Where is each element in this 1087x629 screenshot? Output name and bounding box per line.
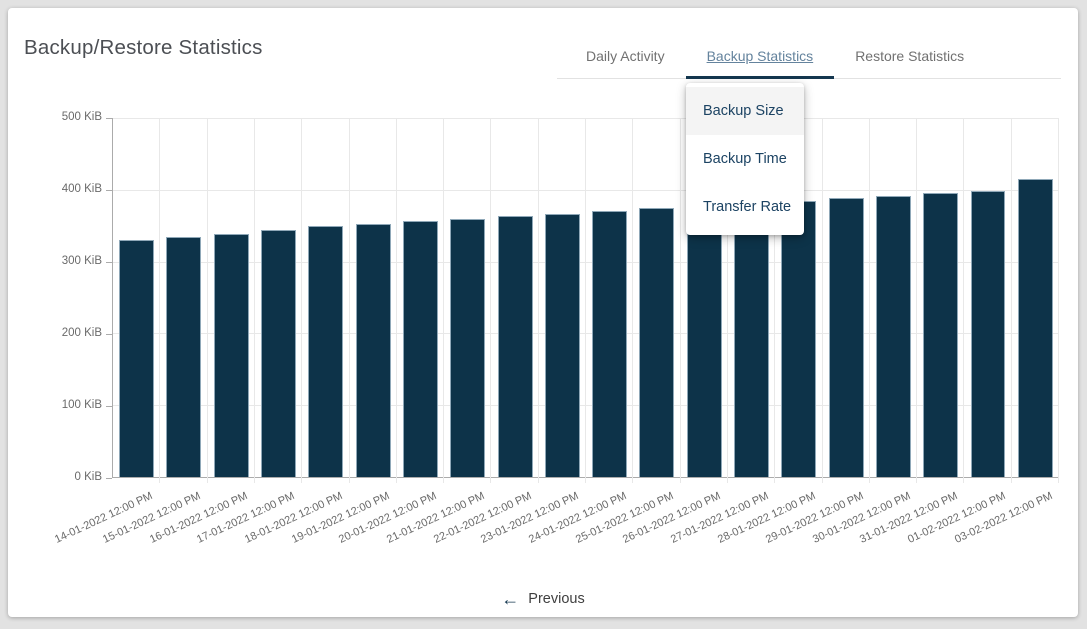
bar-19-01-2022 12:00 PM[interactable]	[355, 223, 391, 477]
v-gridline	[159, 118, 161, 483]
statistics-card: Backup/Restore Statistics Daily Activity…	[8, 8, 1078, 617]
bar-14-01-2022 12:00 PM[interactable]	[119, 240, 155, 477]
bar-22-01-2022 12:00 PM[interactable]	[497, 216, 533, 477]
bar-slot	[775, 118, 822, 477]
v-gridline	[443, 118, 445, 483]
v-gridline	[916, 118, 918, 483]
y-tick-label: 0 KiB	[74, 471, 103, 483]
bar-25-01-2022 12:00 PM[interactable]	[639, 208, 675, 477]
bar-17-01-2022 12:00 PM[interactable]	[261, 230, 297, 477]
tab-bar: Daily Activity Backup Statistics Restore…	[557, 33, 1061, 79]
bar-23-01-2022 12:00 PM[interactable]	[544, 213, 580, 477]
bar-15-01-2022 12:00 PM[interactable]	[166, 237, 202, 477]
y-tick-label: 300 KiB	[61, 255, 102, 267]
y-tick-mark	[106, 334, 112, 335]
bar-30-01-2022 12:00 PM[interactable]	[875, 196, 911, 477]
bar-slot	[444, 118, 491, 477]
y-tick-mark	[106, 406, 112, 407]
bar-slot	[397, 118, 444, 477]
y-tick-label: 500 KiB	[61, 111, 102, 123]
bar-slot	[1012, 118, 1059, 477]
tab-daily-activity[interactable]: Daily Activity	[586, 47, 665, 64]
bar-24-01-2022 12:00 PM[interactable]	[592, 210, 628, 477]
y-tick-mark	[106, 478, 112, 479]
bar-21-01-2022 12:00 PM[interactable]	[450, 218, 486, 477]
page-title: Backup/Restore Statistics	[24, 36, 263, 59]
previous-button-label: Previous	[528, 591, 585, 607]
bar-slot	[491, 118, 538, 477]
y-tick-label: 400 KiB	[61, 183, 102, 195]
bar-slot	[964, 118, 1011, 477]
bar-slot	[917, 118, 964, 477]
bars-container	[113, 118, 1059, 477]
h-gridline	[113, 261, 1059, 263]
v-gridline	[632, 118, 634, 483]
bar-26-01-2022 12:00 PM[interactable]	[686, 206, 722, 477]
v-gridline	[301, 118, 303, 483]
v-gridline	[585, 118, 586, 483]
v-gridline	[1010, 118, 1012, 483]
h-gridline	[113, 333, 1059, 335]
v-gridline	[821, 118, 823, 483]
bar-03-02-2022 12:00 PM[interactable]	[1017, 179, 1053, 477]
bar-slot	[349, 118, 396, 477]
previous-button[interactable]: ← Previous	[8, 590, 1078, 608]
bar-slot	[539, 118, 586, 477]
bar-slot	[160, 118, 207, 477]
y-tick-label: 200 KiB	[61, 327, 102, 339]
v-gridline	[537, 118, 539, 483]
v-gridline	[1058, 118, 1059, 483]
left-arrow-icon: ←	[501, 589, 520, 609]
menu-item-backup-size[interactable]: Backup Size	[686, 87, 804, 135]
bar-slot	[870, 118, 917, 477]
y-tick-label: 100 KiB	[61, 399, 102, 411]
y-tick-mark	[106, 262, 112, 263]
bar-18-01-2022 12:00 PM[interactable]	[308, 226, 344, 477]
v-gridline	[206, 118, 208, 483]
bar-slot	[208, 118, 255, 477]
v-gridline	[348, 118, 350, 483]
tab-restore-statistics[interactable]: Restore Statistics	[855, 47, 965, 64]
dropdown-menu: Backup Size Backup Time Transfer Rate	[686, 83, 804, 235]
v-gridline	[253, 118, 255, 483]
bar-29-01-2022 12:00 PM[interactable]	[828, 198, 864, 477]
h-gridline	[113, 118, 1059, 119]
h-gridline	[113, 405, 1059, 407]
menu-item-backup-time[interactable]: Backup Time	[703, 151, 787, 167]
h-gridline	[113, 189, 1059, 191]
v-gridline	[868, 118, 870, 483]
menu-item-transfer-rate[interactable]: Transfer Rate	[703, 199, 792, 215]
bar-slot	[681, 118, 728, 477]
bar-16-01-2022 12:00 PM[interactable]	[213, 234, 249, 477]
v-gridline	[726, 118, 728, 483]
bar-01-02-2022 12:00 PM[interactable]	[970, 190, 1006, 477]
v-gridline	[490, 118, 492, 483]
bar-slot	[302, 118, 349, 477]
bar-20-01-2022 12:00 PM[interactable]	[402, 220, 438, 477]
bar-slot	[633, 118, 680, 477]
v-gridline	[679, 118, 681, 483]
bar-slot	[255, 118, 302, 477]
bar-27-01-2022 12:00 PM[interactable]	[734, 203, 769, 477]
bar-slot	[586, 118, 633, 477]
y-tick-mark	[106, 190, 112, 191]
bar-slot	[822, 118, 869, 477]
plot-area	[112, 118, 1059, 483]
backup-size-chart: 0 KiB 100 KiB 200 KiB 300 KiB 400 KiB 500 KiB…	[8, 8, 1078, 617]
bar-slot	[113, 118, 160, 477]
y-tick-mark	[106, 118, 112, 119]
v-gridline	[963, 118, 965, 483]
tab-backup-statistics[interactable]: Backup Statistics	[685, 33, 835, 79]
bar-31-01-2022 12:00 PM[interactable]	[923, 193, 959, 477]
x-axis-labels: 14-01-2022 12:00 PM 15-01-2022 12:00 PM 16…	[53, 488, 1059, 578]
v-gridline	[774, 118, 776, 483]
v-gridline	[395, 118, 397, 483]
bar-28-01-2022 12:00 PM[interactable]	[781, 201, 817, 477]
